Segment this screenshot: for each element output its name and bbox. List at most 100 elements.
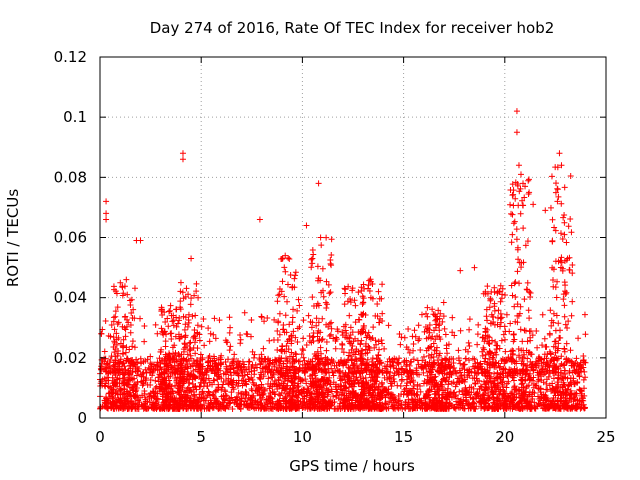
x-tick-label: 20 — [495, 428, 514, 446]
data-point — [228, 389, 235, 396]
data-point — [221, 396, 228, 403]
data-point — [328, 356, 335, 363]
y-tick-label: 0.02 — [54, 349, 87, 367]
data-point — [505, 404, 512, 411]
data-point — [300, 386, 307, 393]
data-point — [564, 386, 571, 393]
data-point — [102, 355, 109, 362]
data-point — [477, 383, 484, 390]
data-point — [470, 385, 477, 392]
data-point — [544, 386, 551, 393]
data-point — [458, 372, 465, 379]
data-point — [550, 394, 557, 401]
data-point — [237, 397, 244, 404]
data-point — [577, 387, 584, 394]
data-point — [540, 371, 547, 378]
data-point — [410, 356, 417, 363]
data-point — [153, 396, 160, 403]
data-point — [266, 385, 273, 392]
data-point — [543, 376, 550, 383]
data-point — [147, 381, 154, 388]
data-point — [222, 388, 229, 395]
data-point — [241, 366, 248, 373]
data-point — [457, 360, 464, 367]
data-point — [576, 373, 583, 380]
data-point — [249, 376, 256, 383]
data-point — [260, 373, 267, 380]
data-point — [448, 394, 455, 401]
data-point — [401, 357, 408, 364]
data-point — [222, 358, 229, 365]
data-point — [388, 383, 395, 390]
data-point — [403, 376, 410, 383]
data-point — [471, 356, 478, 363]
data-point — [356, 370, 363, 377]
data-point — [331, 399, 338, 406]
data-point — [492, 375, 499, 382]
data-point — [210, 377, 217, 384]
data-point — [302, 376, 309, 383]
x-tick-label: 0 — [95, 428, 105, 446]
data-point — [239, 382, 246, 389]
data-point — [134, 379, 141, 386]
data-point — [306, 390, 313, 397]
data-point — [472, 360, 479, 367]
data-point — [420, 380, 427, 387]
data-point — [199, 375, 206, 382]
data-point — [505, 378, 512, 385]
y-axis-label: ROTI / TECUs — [4, 189, 22, 287]
data-point — [349, 397, 356, 404]
data-point — [234, 383, 241, 390]
data-point — [452, 383, 459, 390]
data-point — [417, 398, 424, 405]
data-point — [243, 392, 250, 399]
data-point — [480, 378, 487, 385]
y-tick-label: 0.08 — [54, 168, 87, 186]
data-point — [220, 393, 227, 400]
data-point — [336, 392, 343, 399]
data-point — [263, 397, 270, 404]
data-point — [228, 394, 235, 401]
data-point — [581, 385, 588, 392]
data-point — [330, 379, 337, 386]
data-point — [384, 376, 391, 383]
data-point — [154, 395, 161, 402]
y-tick-label: 0 — [77, 409, 87, 427]
data-point — [156, 355, 163, 362]
data-point — [150, 389, 157, 396]
data-point — [228, 372, 235, 379]
y-tick-label: 0.06 — [54, 229, 87, 247]
x-tick-label: 25 — [596, 428, 615, 446]
data-point — [472, 380, 479, 387]
data-point — [265, 375, 272, 382]
data-point — [576, 386, 583, 393]
data-point — [532, 382, 539, 389]
data-point — [543, 380, 550, 387]
data-point — [143, 377, 150, 384]
data-point — [270, 381, 277, 388]
x-tick-label: 5 — [196, 428, 206, 446]
y-tick-label: 0.12 — [54, 48, 87, 66]
data-point — [399, 405, 406, 412]
x-tick-label: 10 — [293, 428, 312, 446]
chart-title: Day 274 of 2016, Rate Of TEC Index for r… — [150, 19, 555, 37]
data-point — [240, 377, 247, 384]
data-point — [396, 355, 403, 362]
data-point — [121, 374, 128, 381]
data-point — [390, 364, 397, 371]
data-point — [229, 405, 236, 412]
data-point — [133, 372, 140, 379]
data-point — [396, 397, 403, 404]
data-point — [303, 380, 310, 387]
data-point — [103, 377, 110, 384]
data-point — [561, 361, 568, 368]
data-point — [330, 372, 337, 379]
data-point — [331, 362, 338, 369]
data-point — [466, 357, 473, 364]
data-point — [338, 391, 345, 398]
data-point — [205, 389, 212, 396]
y-tick-label: 0.1 — [63, 108, 87, 126]
data-point — [541, 395, 548, 402]
data-point — [258, 381, 265, 388]
